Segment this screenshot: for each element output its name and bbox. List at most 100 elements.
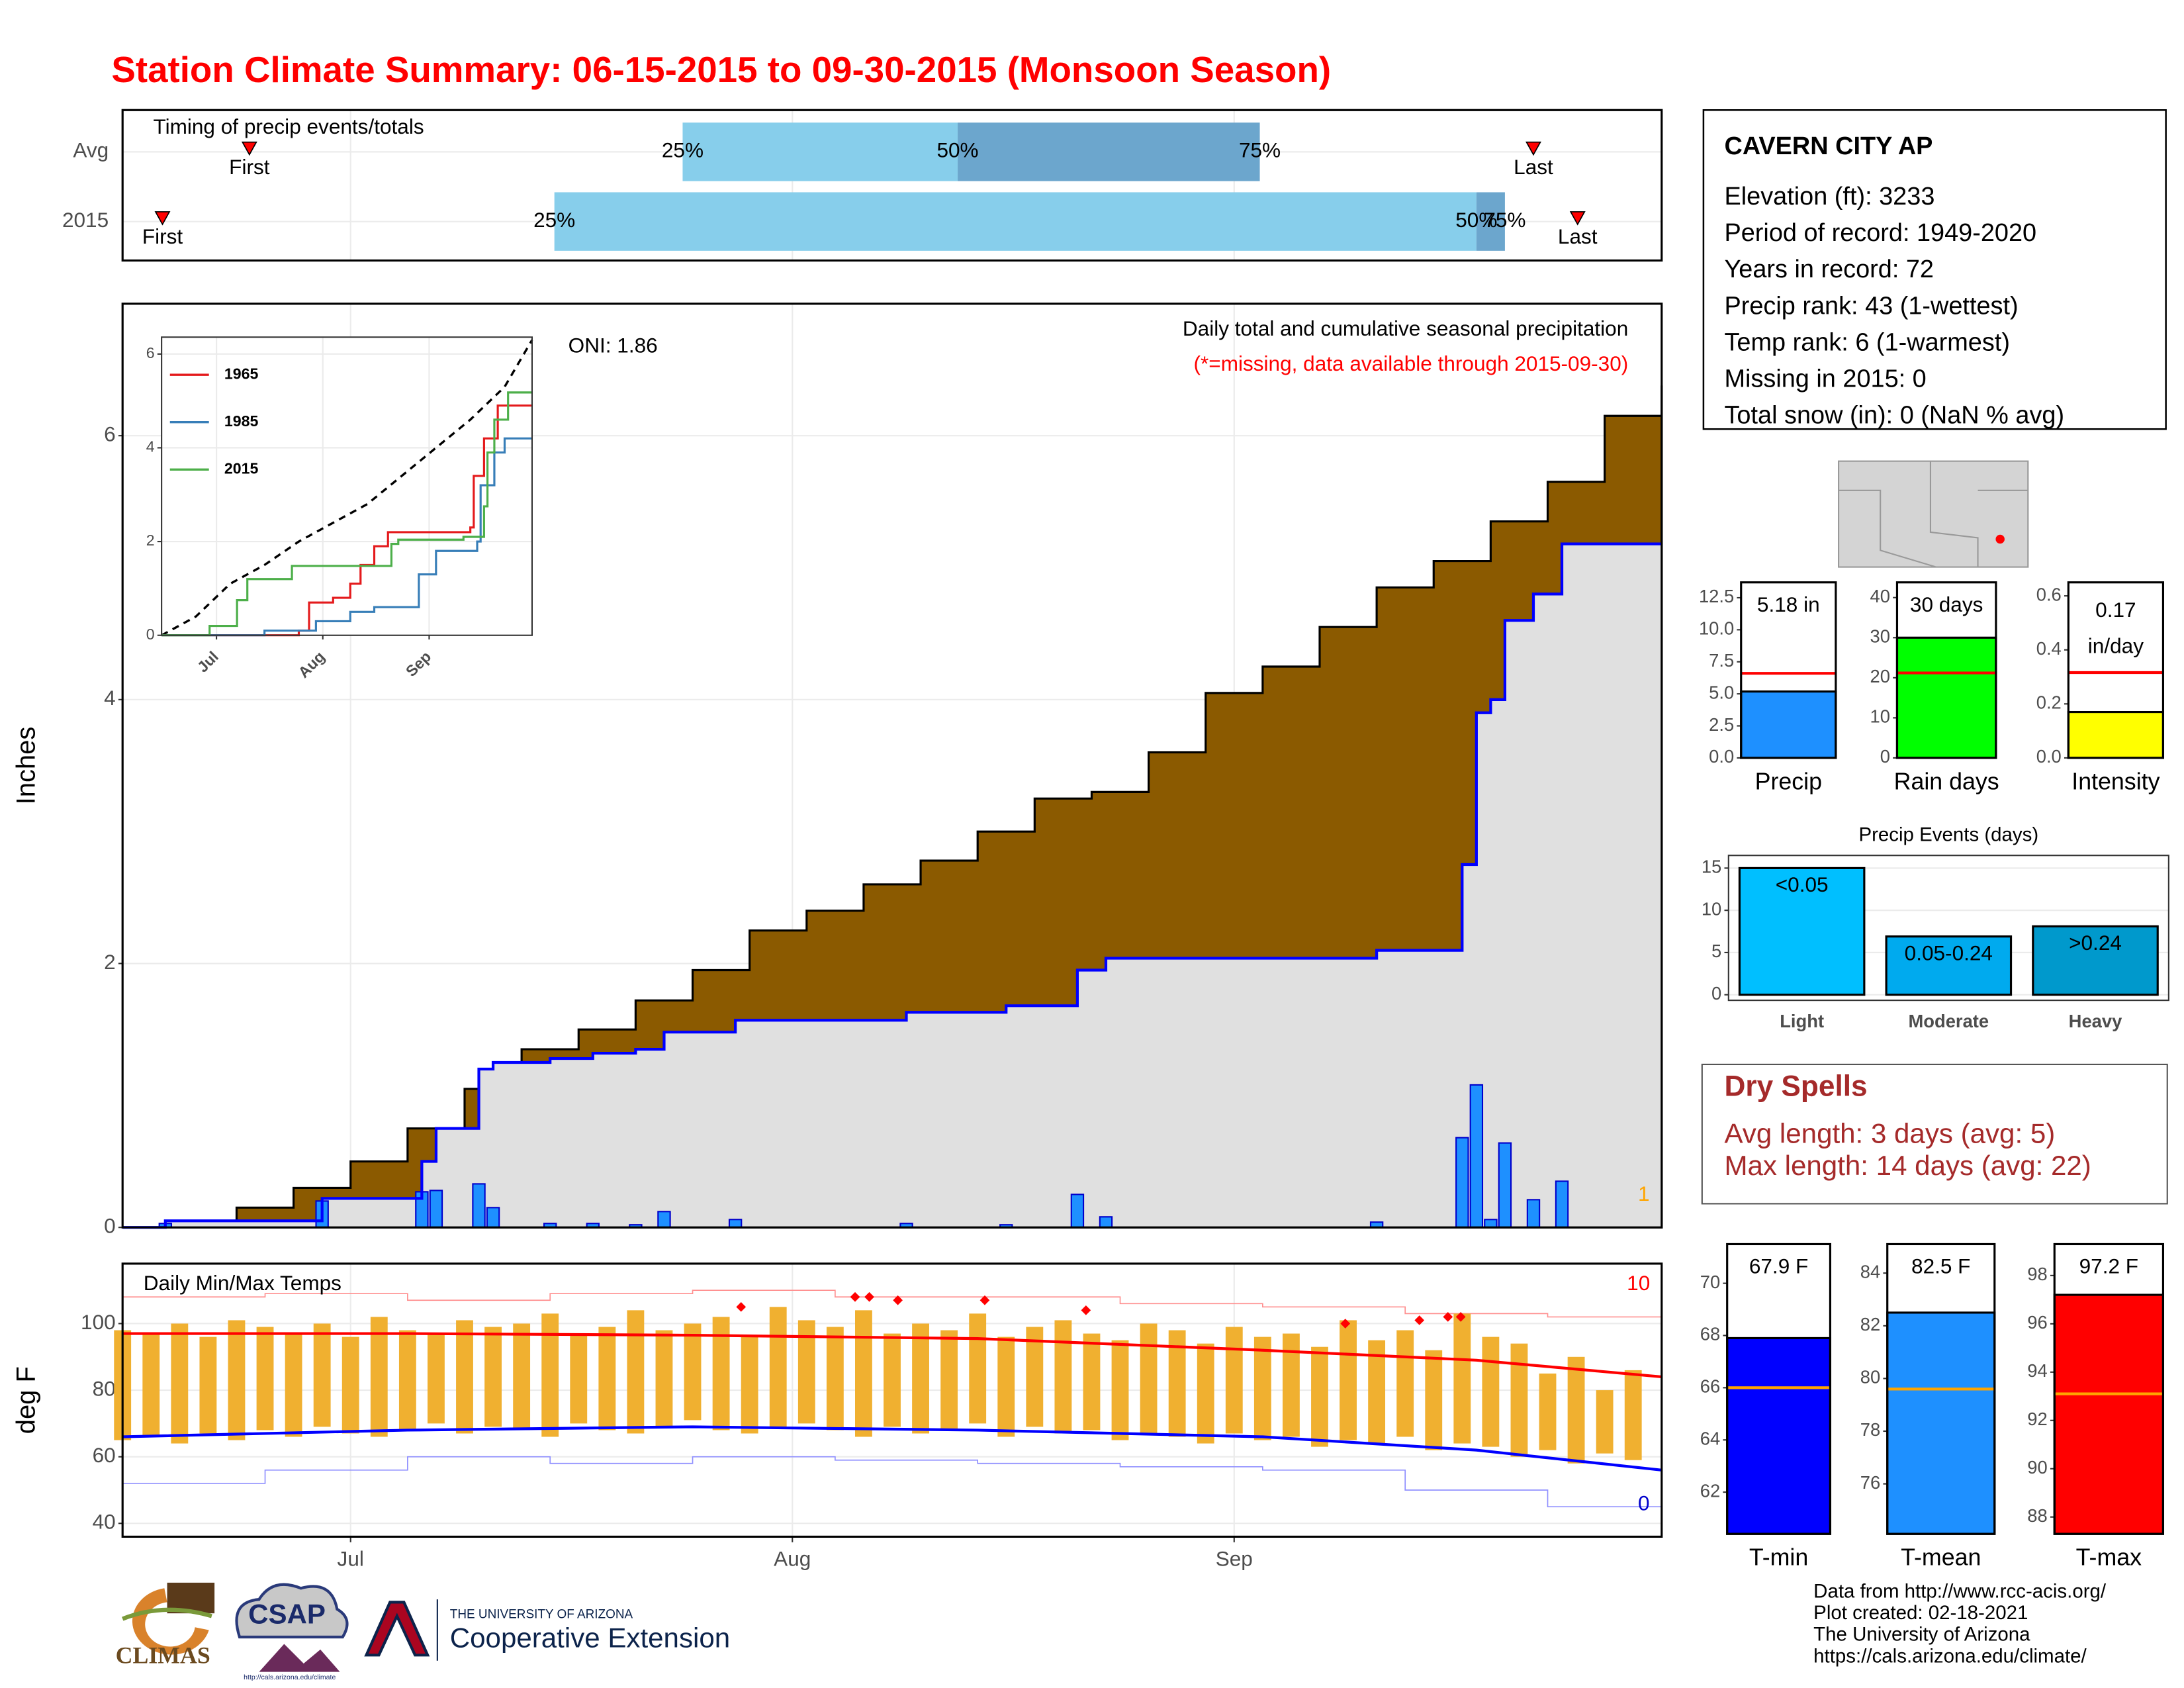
plot-frame [121,1262,1663,1538]
y-tick-label: 0 [1880,746,1890,767]
temp-range-bar [1624,1370,1642,1460]
dry-spells-title: Dry Spells [1724,1070,1867,1102]
daily-precip-bar [1555,1180,1569,1229]
y-tick-label: 94 [2027,1360,2047,1381]
value-label: 5.18 in [1757,592,1820,616]
event-label: Last [1558,224,1598,248]
plot-frame [161,336,533,636]
legend-label: 2015 [224,459,259,477]
daily-precip-bar [1498,1142,1512,1229]
temp-range-bar [484,1327,502,1427]
y-tick-label: 96 [2027,1312,2047,1333]
temp-range-bar [1026,1327,1044,1427]
y-tick-label: 60 [93,1443,116,1467]
y-tick-label: 6 [104,422,116,445]
category-label: T-max [2076,1544,2142,1571]
temp-range-bar [826,1327,844,1430]
y-tick-label: 2 [146,532,155,549]
temp-range-bar [171,1323,189,1444]
y-tick-label: 80 [93,1376,116,1400]
y-tick-label: 84 [1860,1261,1880,1282]
y-tick-label: 0 [104,1214,116,1238]
bar [1885,935,2013,996]
footer-line: The University of Arizona [1813,1624,2030,1646]
page-title: Station Climate Summary: 06-15-2015 to 0… [111,49,1331,90]
event-label: First [229,155,270,179]
category-label: Intensity [2071,768,2160,794]
y-tick-label: 4 [146,438,155,455]
temp-range-bar [940,1330,958,1430]
temp-range-bar [513,1323,531,1430]
quartile-bar [682,122,958,181]
y-tick-label: 66 [1700,1376,1720,1397]
event-marker [1569,211,1586,226]
dry-spells-lines: Avg length: 3 days (avg: 5)Max length: 1… [1724,1117,2091,1180]
temp-range-bar [285,1333,302,1437]
station-box [1702,109,2167,430]
quartile-label: 50% [1455,208,1497,232]
daily-precip-bar [429,1190,443,1229]
temp-range-bar [1596,1390,1614,1454]
y-tick-label: 20 [1870,666,1889,686]
chart-title: Daily Min/Max Temps [144,1271,341,1295]
temp-range-bar [1054,1320,1072,1434]
category-label: T-mean [1901,1544,1981,1571]
csap-url: http://cals.arizona.edu/climate [244,1673,336,1681]
station-lines: Elevation (ft): 3233 Period of record: 19… [1724,183,2064,430]
y-tick-label: 76 [1860,1472,1880,1493]
csap-mountains [259,1644,340,1672]
daily-precip-bar [728,1219,743,1229]
y-tick-label: 62 [1700,1480,1720,1501]
plot-frame [2053,1243,2165,1535]
y-tick-label: 4 [104,686,116,710]
csap-cloud [235,1583,349,1639]
station-location [1995,534,2005,544]
temp-range-bar [855,1310,872,1437]
temp-range-bar [1453,1313,1471,1444]
temp-range-bar [1225,1327,1243,1434]
category-label: Light [1780,1011,1824,1031]
y-tick-label: 5.0 [1709,682,1734,702]
temp-range-bar [769,1307,787,1427]
y-tick-label: 40 [1870,586,1889,606]
temp-range-bar [655,1330,673,1427]
y-tick-label: 12.5 [1699,586,1734,606]
value-label: 82.5 F [1911,1254,1970,1278]
plot-frame [121,303,1663,1229]
bar [1895,636,1997,759]
quartile-bar [1476,192,1505,251]
daily-precip-bar [1484,1219,1498,1229]
temp-range-bar [912,1323,929,1434]
plot-frame [1886,1243,1996,1535]
series-line [161,437,532,637]
temp-range-bar [199,1336,217,1434]
plot-frame [1727,855,2169,1002]
temp-range-bar [456,1320,473,1434]
event-label: Last [1514,155,1553,179]
quartile-bar [554,192,1477,251]
y-tick-label: 15 [1702,857,1721,877]
quartile-bar [958,122,1260,181]
station-line: Years in record: 72 [1724,256,1934,283]
event-label: First [142,224,183,248]
record-low-count: 0 [1638,1491,1650,1515]
row-label: 2015 [62,208,109,232]
bar [2032,925,2159,996]
cumulative-area [122,543,1662,1228]
record-high-marker [864,1291,874,1302]
record-high-marker [979,1295,990,1305]
temp-range-bar [712,1317,730,1430]
temp-range-bar [598,1327,616,1430]
inset-background [161,337,532,635]
chart-subtitle: (*=missing, data available through 2015-… [1194,352,1629,375]
cumulative-line [122,542,1662,1229]
plot-frame [121,109,1663,262]
y-tick-label: 0 [1711,983,1721,1004]
y-tick-label: 40 [93,1510,116,1534]
temp-range-bar [398,1330,416,1430]
plot-frame [2067,581,2165,759]
bar [2053,1293,2165,1535]
quartile-label: 25% [533,208,575,232]
y-tick-label: 68 [1700,1324,1720,1344]
